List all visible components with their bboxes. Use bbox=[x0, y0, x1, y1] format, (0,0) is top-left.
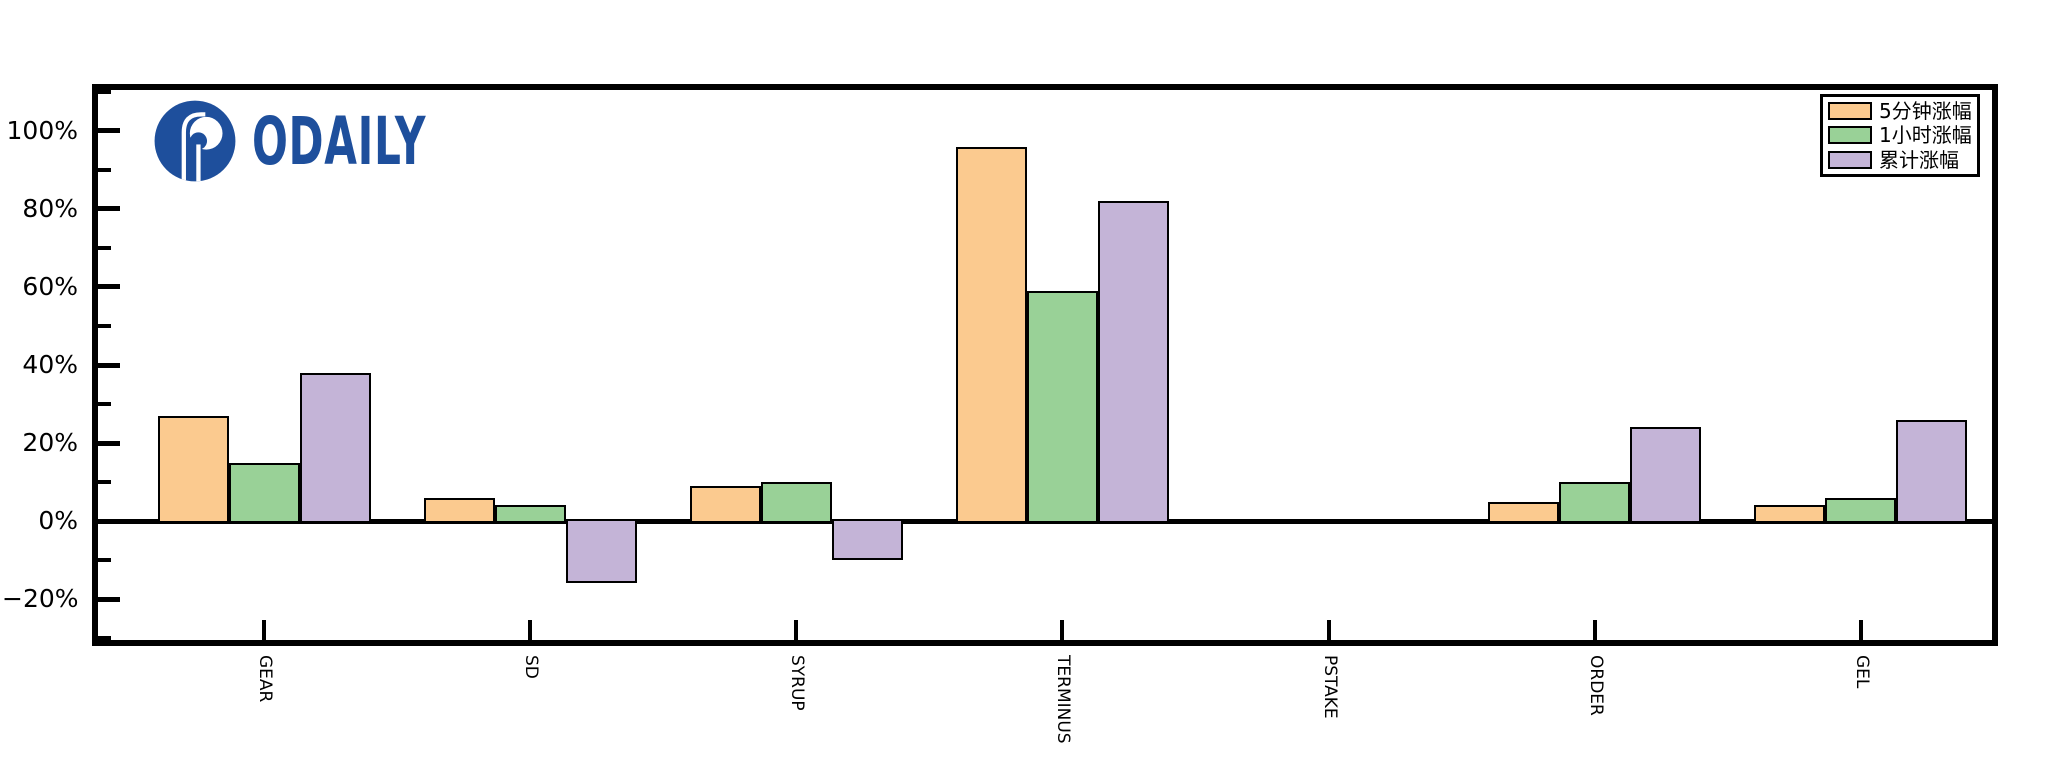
x-tick-label-terminus: TERMINUS bbox=[1053, 655, 1074, 744]
y-minor-tick bbox=[98, 167, 111, 172]
x-tick bbox=[1858, 620, 1863, 640]
bar-terminus-series2 bbox=[1026, 290, 1098, 524]
legend-label: 累计涨幅 bbox=[1879, 147, 1959, 172]
y-minor-tick bbox=[98, 323, 111, 328]
y-minor-tick bbox=[98, 245, 111, 250]
x-tick bbox=[1060, 620, 1065, 640]
x-tick bbox=[794, 620, 799, 640]
legend-color-swatch bbox=[1828, 102, 1872, 121]
bar-gel-series1 bbox=[1754, 505, 1826, 524]
bar-order-series1 bbox=[1488, 501, 1560, 524]
bar-gear-series3 bbox=[299, 372, 371, 524]
x-tick-label-syrup: SYRUP bbox=[787, 655, 808, 711]
y-major-tick bbox=[98, 440, 120, 446]
bar-syrup-series3 bbox=[831, 519, 903, 561]
y-major-tick bbox=[98, 596, 120, 602]
x-tick-label-sd: SD bbox=[521, 655, 542, 679]
bar-sd-series2 bbox=[494, 505, 566, 524]
y-major-tick bbox=[98, 518, 120, 524]
y-major-tick bbox=[98, 284, 120, 290]
bar-sd-series3 bbox=[565, 519, 637, 584]
legend: 5分钟涨幅 1小时涨幅 累计涨幅 bbox=[1820, 94, 1980, 177]
legend-label: 1小时涨幅 bbox=[1879, 123, 1972, 148]
bar-sd-series1 bbox=[423, 497, 495, 523]
x-tick-label-gel: GEL bbox=[1851, 655, 1872, 689]
x-tick-label-gear: GEAR bbox=[255, 655, 276, 703]
legend-color-swatch bbox=[1828, 126, 1872, 145]
legend-item-1: 5分钟涨幅 bbox=[1828, 100, 1972, 123]
y-minor-tick bbox=[98, 89, 111, 94]
y-major-tick bbox=[98, 206, 120, 212]
bar-gear-series1 bbox=[157, 415, 229, 524]
legend-item-3: 累计涨幅 bbox=[1828, 148, 1972, 171]
legend-color-swatch bbox=[1828, 150, 1872, 169]
y-major-tick bbox=[98, 362, 120, 368]
y-minor-tick bbox=[98, 402, 111, 406]
y-tick-label: 40% bbox=[22, 350, 78, 379]
bar-gel-series3 bbox=[1896, 419, 1968, 524]
bar-order-series3 bbox=[1630, 427, 1702, 524]
bar-syrup-series2 bbox=[760, 482, 832, 524]
bar-terminus-series1 bbox=[955, 146, 1027, 523]
odaily-logo: ODAILY bbox=[152, 98, 524, 184]
bar-order-series2 bbox=[1559, 482, 1631, 524]
bar-terminus-series3 bbox=[1097, 201, 1169, 523]
x-tick-label-pstake: PSTAKE bbox=[1319, 655, 1340, 719]
odaily-logo-text: ODAILY bbox=[252, 102, 427, 180]
y-minor-tick bbox=[98, 480, 111, 485]
bar-syrup-series1 bbox=[689, 485, 761, 524]
y-major-tick bbox=[98, 128, 120, 134]
y-tick-label: −20% bbox=[2, 584, 79, 614]
y-minor-tick bbox=[98, 636, 111, 641]
y-tick-label: 100% bbox=[6, 115, 78, 145]
y-minor-tick bbox=[98, 558, 111, 563]
x-tick bbox=[1326, 620, 1331, 640]
legend-item-2: 1小时涨幅 bbox=[1828, 124, 1972, 147]
bar-gear-series2 bbox=[228, 462, 300, 524]
y-tick-label: 0% bbox=[38, 506, 78, 536]
y-tick-label: 80% bbox=[22, 193, 78, 223]
x-tick-label-order: ORDER bbox=[1585, 655, 1606, 716]
x-tick bbox=[262, 620, 267, 640]
plot-border bbox=[92, 84, 1998, 646]
legend-label: 5分钟涨幅 bbox=[1879, 99, 1972, 124]
bar-gel-series2 bbox=[1825, 497, 1897, 523]
x-tick bbox=[1592, 620, 1597, 640]
y-tick-label: 20% bbox=[22, 428, 78, 457]
x-tick bbox=[528, 620, 533, 640]
odaily-logo-icon bbox=[154, 100, 236, 182]
y-tick-label: 60% bbox=[22, 271, 78, 301]
